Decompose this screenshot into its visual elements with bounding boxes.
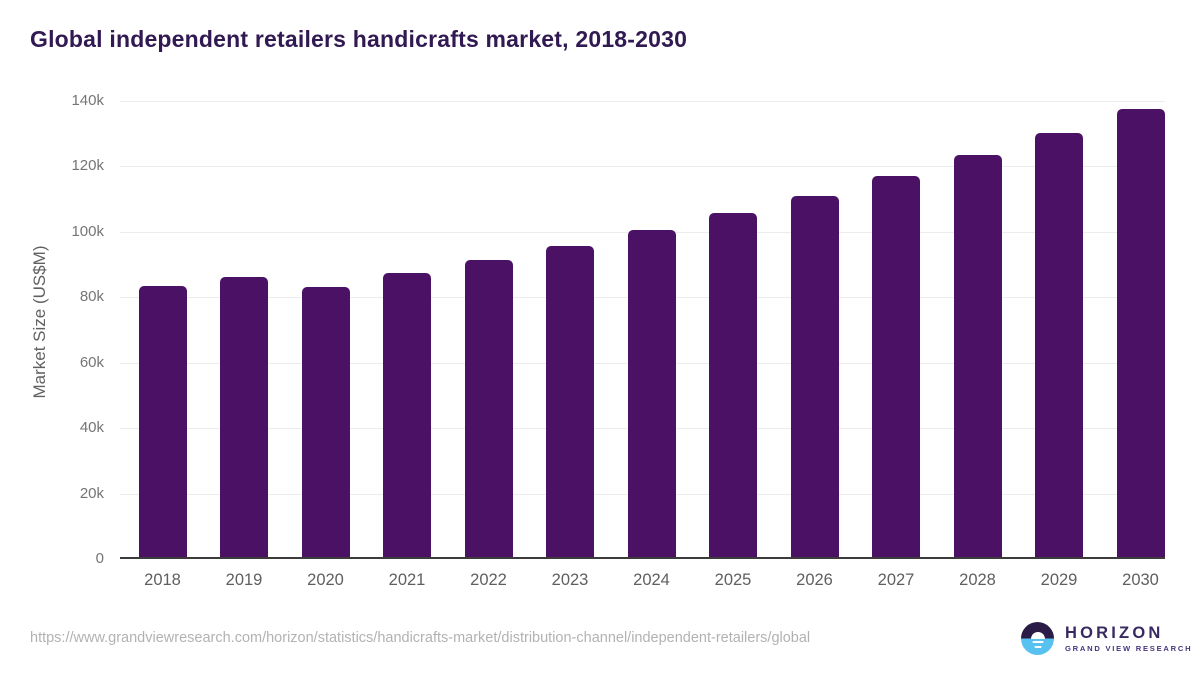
bar-2018[interactable] <box>138 286 187 557</box>
bar-2027[interactable] <box>872 176 920 557</box>
bar-2019[interactable] <box>220 277 268 557</box>
y-tick-label: 60k <box>79 353 104 371</box>
bar-2026[interactable] <box>790 196 839 557</box>
y-tick-label: 120k <box>71 157 104 175</box>
y-tick-label: 20k <box>79 484 104 502</box>
x-tick-label: 2025 <box>714 571 752 589</box>
x-tick-label: 2021 <box>388 571 426 589</box>
gridline <box>120 101 1165 102</box>
x-tick-label: 2022 <box>470 571 507 589</box>
horizon-logo: HORIZON GRAND VIEW RESEARCH <box>1021 622 1192 655</box>
logo-subtitle: GRAND VIEW RESEARCH <box>1065 644 1193 653</box>
x-tick-label: 2028 <box>959 571 996 589</box>
chart-title: Global independent retailers handicrafts… <box>30 26 688 52</box>
bar-2024[interactable] <box>627 230 676 557</box>
y-tick-label: 80k <box>79 288 104 306</box>
logo-name: HORIZON <box>1065 624 1164 642</box>
gridline <box>120 166 1165 168</box>
x-tick-label: 2023 <box>551 571 589 589</box>
x-tick-label: 2024 <box>633 571 670 589</box>
x-tick-label: 2029 <box>1040 571 1078 589</box>
bar-2025[interactable] <box>709 213 757 557</box>
bar-2021[interactable] <box>383 273 431 557</box>
x-tick-label: 2030 <box>1122 571 1159 589</box>
sun-icon <box>1030 631 1045 639</box>
x-tick-label: 2026 <box>796 571 833 589</box>
bar-2022[interactable] <box>464 260 513 557</box>
sun-reflection-line <box>1032 640 1043 643</box>
y-tick-label: 40k <box>79 419 104 437</box>
logo-text-block: HORIZON GRAND VIEW RESEARCH <box>1065 624 1192 653</box>
bar-2029[interactable] <box>1035 133 1083 557</box>
bar-2028[interactable] <box>953 155 1002 557</box>
y-tick-label: 100k <box>71 222 104 240</box>
y-tick-label: 0 <box>95 550 104 567</box>
sun-reflection-line <box>1034 645 1041 648</box>
x-tick-label: 2018 <box>144 571 181 589</box>
y-axis-title: Market Size (US$M) <box>30 245 49 399</box>
plot-area: 0 20k 40k 60k 80k 100k 120k 140k 2018 2019 2020 202… <box>71 92 1165 589</box>
y-tick-label: 140k <box>71 92 104 109</box>
horizon-logo-icon <box>1021 622 1054 655</box>
x-tick-label: 2027 <box>877 571 915 589</box>
source-url: https://www.grandviewresearch.com/horizo… <box>30 630 811 646</box>
x-tick-label: 2019 <box>225 571 263 589</box>
bar-2030[interactable] <box>1116 109 1165 557</box>
bar-2023[interactable] <box>546 246 594 557</box>
x-tick-label: 2020 <box>307 571 344 589</box>
bar-2020[interactable] <box>301 287 350 557</box>
